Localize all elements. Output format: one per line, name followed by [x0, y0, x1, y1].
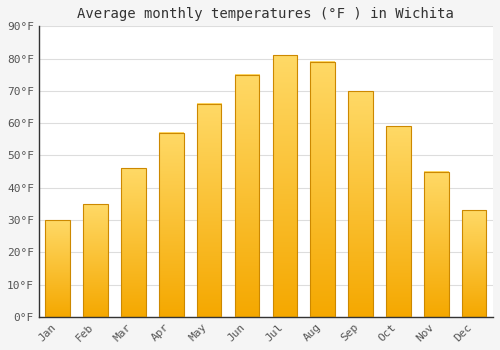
- Bar: [197, 104, 222, 317]
- Bar: [84, 204, 108, 317]
- Bar: [234, 75, 260, 317]
- Bar: [348, 91, 373, 317]
- Bar: [46, 220, 70, 317]
- Bar: [159, 133, 184, 317]
- Bar: [386, 126, 410, 317]
- Bar: [121, 168, 146, 317]
- Bar: [462, 210, 486, 317]
- Bar: [424, 172, 448, 317]
- Bar: [310, 62, 335, 317]
- Title: Average monthly temperatures (°F ) in Wichita: Average monthly temperatures (°F ) in Wi…: [78, 7, 454, 21]
- Bar: [272, 55, 297, 317]
